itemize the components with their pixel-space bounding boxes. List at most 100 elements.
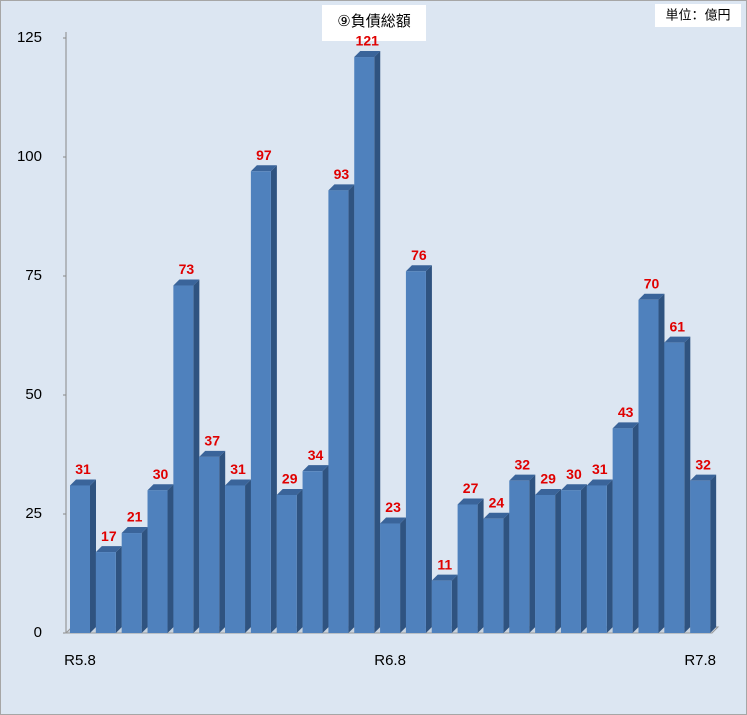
bar-side (400, 517, 407, 633)
value-label: 17 (101, 528, 117, 544)
value-label: 31 (592, 461, 608, 477)
value-label: 23 (385, 499, 401, 515)
bar (586, 485, 607, 633)
chart-title: ⑨負債総額 (337, 13, 410, 30)
value-label: 61 (670, 318, 686, 334)
bar (457, 504, 478, 633)
bar-top (431, 574, 458, 581)
bar (380, 523, 401, 633)
bar (95, 552, 116, 633)
value-label: 27 (463, 480, 479, 496)
bar-side (555, 488, 562, 633)
bar-top (121, 527, 148, 534)
value-label: 29 (282, 471, 298, 487)
bar (328, 190, 349, 633)
bar-side (245, 479, 252, 633)
bar (199, 456, 220, 633)
bar-side (632, 422, 639, 633)
bar-top (95, 546, 122, 553)
value-label: 24 (489, 494, 505, 510)
bar-side (451, 574, 458, 633)
bar (70, 485, 90, 633)
bar-top (457, 498, 484, 505)
value-label: 30 (566, 466, 582, 482)
bar-side (658, 293, 665, 633)
bar-side (710, 474, 717, 633)
bar (354, 57, 375, 634)
bar-side (503, 512, 510, 633)
bar (250, 171, 271, 633)
value-label: 43 (618, 404, 634, 420)
value-label: 30 (153, 466, 169, 482)
bar-top (328, 184, 355, 191)
bar (173, 285, 194, 633)
bar (225, 485, 246, 633)
y-tick-label: 0 (34, 624, 42, 641)
bar-side (322, 465, 329, 633)
bar-top (354, 51, 381, 58)
bar (276, 494, 297, 633)
bar (302, 471, 323, 633)
bar-side (219, 450, 226, 633)
value-label: 37 (204, 433, 220, 449)
bar-top (483, 512, 510, 519)
bar-top (70, 479, 96, 486)
bar (147, 490, 168, 633)
bar (535, 494, 556, 633)
bar-top (509, 474, 536, 481)
bar-side (90, 479, 96, 633)
bar (612, 428, 633, 633)
value-label: 97 (256, 147, 272, 163)
x-tick-label: R5.8 (64, 652, 96, 669)
bar (431, 580, 452, 633)
y-tick-label: 50 (25, 386, 42, 403)
bar-side (167, 484, 174, 633)
y-tick-label: 75 (25, 267, 42, 284)
bar (560, 490, 581, 633)
bar-top (302, 465, 329, 472)
bar-side (374, 51, 381, 634)
bar-side (684, 336, 691, 633)
bar-top (250, 165, 277, 172)
bar-side (606, 479, 613, 633)
bar-top (199, 450, 226, 457)
value-label: 32 (695, 456, 711, 472)
bar-top (147, 484, 174, 491)
bar-side (296, 488, 303, 633)
bar-side (580, 484, 587, 633)
title-box (322, 5, 426, 41)
bar-top (690, 474, 717, 481)
bar-side (115, 546, 122, 633)
bar-side (270, 165, 277, 633)
value-label: 31 (230, 461, 246, 477)
value-label: 70 (644, 276, 660, 292)
bar-side (348, 184, 355, 633)
bar-side (141, 527, 148, 633)
x-tick-label: R6.8 (374, 652, 406, 669)
unit-label: 単位：億円 (665, 7, 730, 22)
bar-top (380, 517, 407, 524)
value-label: 31 (75, 461, 91, 477)
bar-top (612, 422, 639, 429)
bar (405, 271, 426, 633)
value-label: 93 (334, 166, 350, 182)
bar (509, 480, 530, 633)
bar-top (405, 265, 432, 272)
y-tick-label: 25 (25, 505, 42, 522)
x-tick-label: R7.8 (684, 652, 716, 669)
value-label: 11 (437, 556, 452, 572)
bar-top (225, 479, 252, 486)
unit-box (655, 4, 741, 27)
value-label: 29 (540, 471, 556, 487)
bar (638, 299, 659, 633)
bar (121, 533, 142, 633)
value-label: 121 (356, 33, 380, 49)
value-label: 73 (179, 261, 195, 277)
bar-side (529, 474, 536, 633)
bar (664, 342, 685, 633)
y-tick-label: 125 (17, 29, 42, 46)
bar-top (638, 293, 665, 300)
value-label: 76 (411, 247, 427, 263)
bar (690, 480, 711, 633)
